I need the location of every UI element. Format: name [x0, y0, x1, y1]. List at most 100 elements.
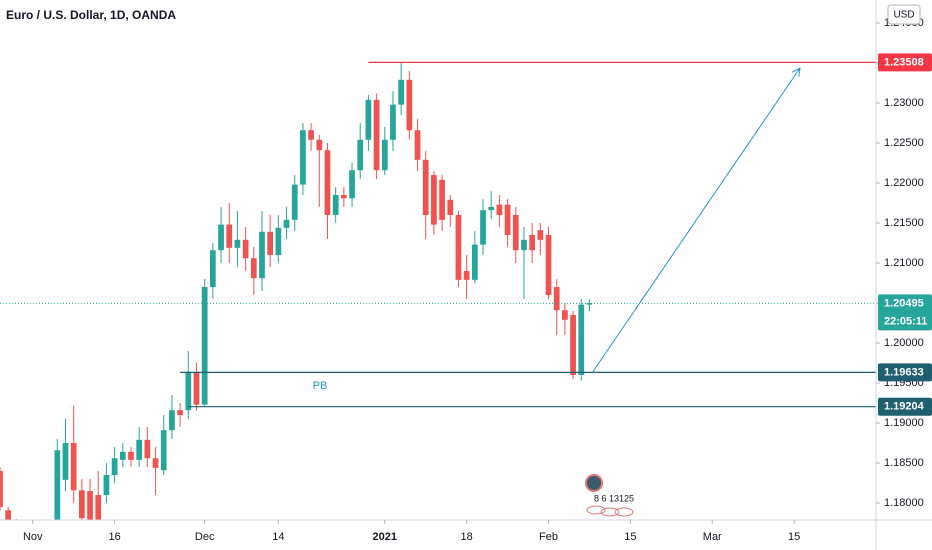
candle-body [381, 139, 388, 171]
candle-body [0, 471, 3, 508]
candle-body [316, 139, 323, 151]
candle-body [308, 130, 314, 140]
candle-body [291, 184, 298, 220]
events-flags [586, 505, 634, 517]
candle-body [562, 310, 568, 320]
candle-body [553, 287, 560, 311]
candle-body [365, 99, 372, 140]
candle-body [471, 244, 478, 280]
candle-body [488, 207, 495, 211]
axes: 1.180001.185001.190001.195001.200001.205… [23, 17, 932, 543]
y-tick-label: 1.20000 [884, 337, 924, 349]
chart-title: Euro / U.S. Dollar, 1D, OANDA [6, 8, 176, 22]
candle-body [5, 510, 12, 520]
level-label-bg [878, 363, 932, 382]
candle-body [70, 443, 77, 491]
candle-body [267, 231, 274, 256]
candle-body [250, 258, 257, 279]
candle-body [431, 175, 437, 225]
candle-body [209, 250, 216, 288]
level-label: 1.23508 [884, 56, 924, 68]
x-tick-label: 2021 [373, 531, 397, 543]
candle-body [62, 443, 69, 480]
candle-body [357, 139, 364, 171]
candle-body [136, 439, 143, 460]
x-tick-label: Dec [195, 531, 215, 543]
currency-box[interactable] [887, 4, 921, 25]
candle-body [169, 410, 175, 431]
y-tick-label: 1.18000 [884, 497, 924, 509]
x-tick-label: 18 [461, 531, 473, 543]
events-label: 8 6 13125 [594, 493, 634, 503]
candle-body [128, 451, 134, 460]
candle-body [54, 450, 61, 520]
last-price-bg [878, 294, 932, 331]
candle-body [177, 410, 183, 416]
countdown-label: 22:05:11 [884, 315, 927, 327]
candle-body [373, 99, 380, 171]
candle-body [512, 215, 519, 251]
candle-body [144, 439, 151, 459]
level-label-bg [878, 53, 932, 72]
candle-body [447, 199, 454, 216]
candle-body [185, 371, 192, 411]
x-tick-label: 15 [788, 531, 800, 543]
candle-body [496, 204, 503, 216]
candle-body [398, 79, 405, 105]
plot-area [0, 61, 876, 520]
currency-label: USD [893, 10, 914, 21]
candle-body [455, 215, 462, 280]
y-tick-label: 1.19000 [884, 417, 924, 429]
x-tick-label: Nov [23, 531, 43, 543]
candle-body [332, 195, 339, 216]
candle-body [242, 239, 249, 259]
candle-body [152, 458, 159, 468]
last-price-label: 1.20495 [884, 297, 924, 309]
y-tick-label: 1.22000 [884, 177, 924, 189]
candle-body [390, 104, 396, 140]
candle-body [480, 210, 486, 245]
candle-body [414, 130, 421, 160]
x-tick-label: 16 [108, 531, 120, 543]
candle-body [160, 430, 167, 471]
candle-body [578, 304, 585, 376]
candle-body [275, 227, 282, 256]
candle-body [87, 491, 93, 520]
candle-body [537, 230, 544, 240]
candle-body [283, 219, 290, 228]
x-tick-label: Feb [539, 531, 558, 543]
annotation: PB [313, 380, 328, 392]
candle-body [218, 224, 224, 251]
projection-arrow [591, 68, 800, 374]
x-tick-label: 15 [624, 531, 636, 543]
y-tick-label: 1.21000 [884, 257, 924, 269]
candle-body [226, 224, 233, 248]
candle-body [586, 303, 593, 305]
candle-body [545, 235, 552, 296]
candle-body [529, 235, 536, 251]
candle-body [119, 451, 126, 460]
candle-body [570, 315, 576, 376]
candle-body [349, 170, 355, 199]
x-tick-label: Mar [703, 531, 722, 543]
level-label-bg [878, 397, 932, 416]
candle-body [406, 79, 413, 131]
candle-body [463, 271, 470, 280]
candle-body [521, 239, 527, 251]
candle-body [324, 150, 331, 216]
candle-body [439, 179, 445, 220]
x-tick-label: 14 [272, 531, 284, 543]
y-tick-label: 1.18500 [884, 457, 924, 469]
events-icon[interactable] [585, 474, 603, 492]
candle-body [103, 475, 110, 496]
candle-body [193, 371, 200, 405]
candle-body [201, 287, 208, 405]
y-tick-label: 1.22500 [884, 137, 924, 149]
candle-body [259, 231, 265, 279]
level-label: 1.19204 [884, 401, 925, 413]
candle-body [340, 195, 347, 199]
candle-body [234, 239, 241, 248]
candle-body [504, 204, 511, 236]
y-tick-label: 1.23000 [884, 97, 924, 109]
